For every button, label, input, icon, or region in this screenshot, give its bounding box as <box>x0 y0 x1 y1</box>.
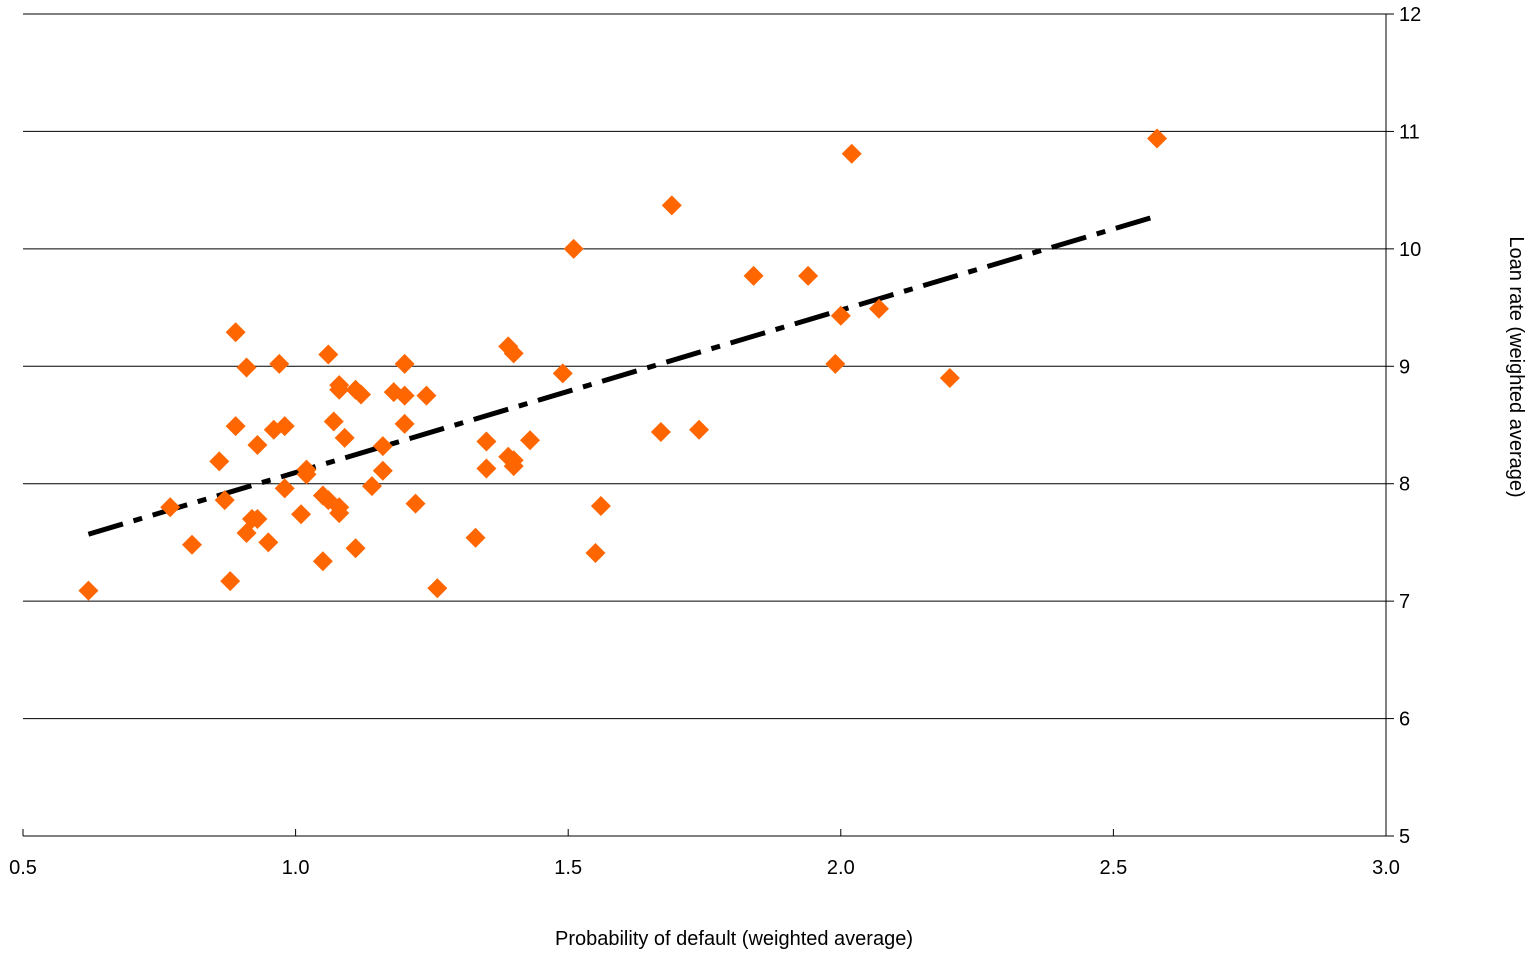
data-point-diamond <box>296 459 317 480</box>
data-point-diamond <box>743 265 764 286</box>
y-tick-label: 8 <box>1399 474 1410 496</box>
trendline-layer <box>87 213 1158 537</box>
x-tick-label: 2.5 <box>1099 857 1127 879</box>
y-tick-label: 9 <box>1399 356 1410 378</box>
data-point-diamond <box>372 460 393 481</box>
data-point-diamond <box>552 363 573 384</box>
y-axis-title: Loan rate (weighted average) <box>1505 236 1527 497</box>
y-tick-label: 11 <box>1399 121 1420 143</box>
data-point-diamond <box>661 195 682 216</box>
data-point-diamond <box>312 551 333 572</box>
data-point-diamond <box>585 542 606 563</box>
data-point-diamond <box>361 476 382 497</box>
y-axis: 5 6 7 8 9 10 11 12 <box>1385 4 1421 848</box>
data-point-diamond <box>225 416 246 437</box>
data-point-diamond <box>258 532 279 553</box>
data-point-diamond <box>274 478 295 499</box>
data-points <box>78 128 1168 601</box>
data-point-diamond <box>269 353 290 374</box>
data-point-diamond <box>247 434 268 455</box>
data-point-diamond <box>225 322 246 343</box>
data-point-diamond <box>416 385 437 406</box>
data-point-diamond <box>160 497 181 518</box>
x-tick-label: 2.0 <box>827 857 855 879</box>
y-tick-label: 5 <box>1399 826 1410 848</box>
data-point-diamond <box>830 305 851 326</box>
data-point-diamond <box>868 298 889 319</box>
x-axis: 0.5 1.0 1.5 2.0 2.5 3.0 <box>9 829 1400 879</box>
x-tick-label: 1.0 <box>282 857 310 879</box>
data-point-diamond <box>329 379 350 400</box>
data-point-diamond <box>329 503 350 524</box>
data-point-diamond <box>689 419 710 440</box>
data-point-diamond <box>351 384 372 405</box>
data-point-diamond <box>503 343 524 364</box>
data-point-diamond <box>825 353 846 374</box>
data-point-diamond <box>394 385 415 406</box>
data-point-diamond <box>334 427 355 448</box>
data-point-diamond <box>236 523 257 544</box>
data-point-diamond <box>520 430 541 451</box>
gridlines <box>23 13 1386 720</box>
data-point-diamond <box>394 413 415 434</box>
data-point-diamond <box>503 450 524 471</box>
x-tick-label: 3.0 <box>1372 857 1400 879</box>
data-point-diamond <box>345 538 366 559</box>
data-point-diamond <box>476 458 497 479</box>
data-point-diamond <box>323 411 344 432</box>
x-tick-label: 1.5 <box>554 857 582 879</box>
data-point-diamond <box>798 265 819 286</box>
x-axis-title: Probability of default (weighted average… <box>555 928 913 950</box>
data-point-diamond <box>209 451 230 472</box>
data-point-diamond <box>372 436 393 457</box>
data-point-diamond <box>841 143 862 164</box>
data-point-diamond <box>498 336 519 357</box>
data-point-diamond <box>563 238 584 259</box>
data-point-diamond <box>214 490 235 511</box>
data-point-diamond <box>236 357 257 378</box>
data-point-diamond <box>78 580 99 601</box>
data-point-diamond <box>476 431 497 452</box>
data-point-diamond <box>1147 128 1168 149</box>
data-point-diamond <box>247 508 268 529</box>
data-point-diamond <box>274 416 295 437</box>
x-tick-label: 0.5 <box>9 857 37 879</box>
data-point-diamond <box>590 496 611 517</box>
y-tick-label: 7 <box>1399 591 1410 613</box>
data-point-diamond <box>318 344 339 365</box>
data-point-diamond <box>650 422 671 443</box>
data-point-diamond <box>291 504 312 525</box>
data-point-diamond <box>220 571 241 592</box>
data-point-diamond <box>405 493 426 514</box>
y-tick-label: 6 <box>1399 709 1410 731</box>
data-point-diamond <box>427 578 448 599</box>
data-point-diamond <box>394 353 415 374</box>
data-point-diamond <box>182 534 203 555</box>
y-tick-label: 10 <box>1399 239 1421 261</box>
trendline <box>87 213 1158 537</box>
y-tick-label: 12 <box>1399 4 1421 26</box>
data-point-diamond <box>465 527 486 548</box>
data-point-diamond <box>939 368 960 389</box>
